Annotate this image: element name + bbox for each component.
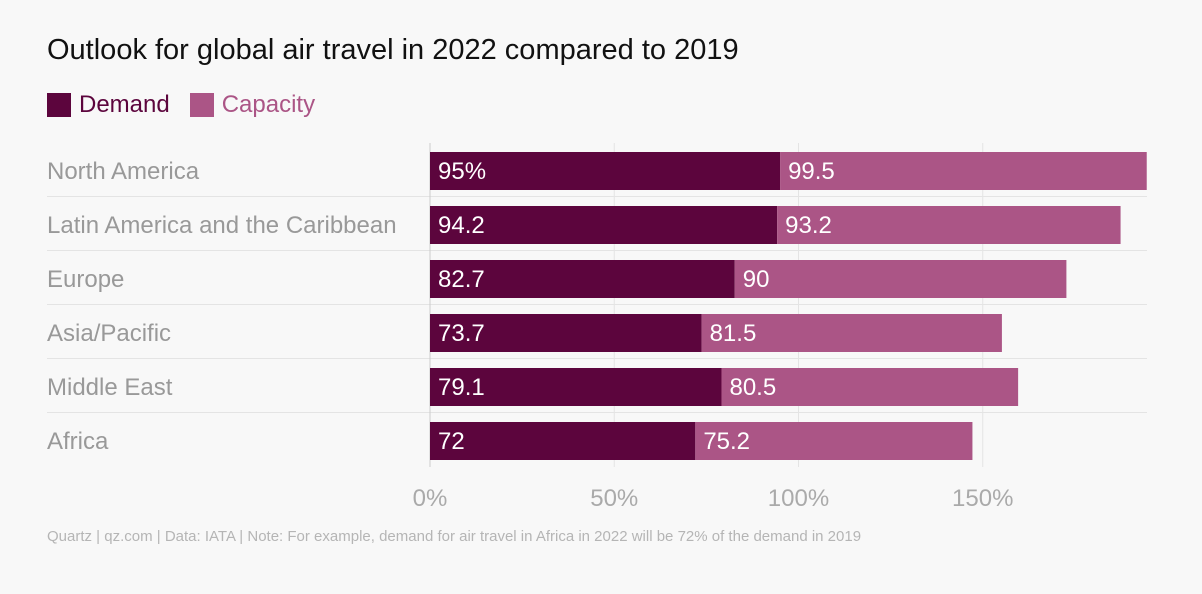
bar-label-capacity: 80.5 (729, 374, 776, 401)
bar-label-capacity: 99.5 (788, 158, 835, 185)
category-label: Asia/Pacific (47, 320, 171, 347)
category-label: North America (47, 158, 200, 185)
bar-label-capacity: 90 (743, 266, 770, 293)
bar-demand (430, 422, 696, 460)
category-label: Africa (47, 428, 109, 455)
bar-label-demand: 94.2 (438, 212, 485, 239)
category-label: Europe (47, 266, 124, 293)
bar-capacity (777, 206, 1121, 244)
legend-label-demand: Demand (79, 91, 170, 118)
bar-label-demand: 73.7 (438, 320, 485, 347)
category-label: Latin America and the Caribbean (47, 212, 397, 239)
legend-label-capacity: Capacity (221, 91, 316, 118)
bar-demand (430, 206, 778, 244)
x-tick-label: 150% (952, 485, 1013, 512)
bar-demand (430, 368, 722, 406)
bar-label-capacity: 81.5 (710, 320, 757, 347)
footer-note: Quartz | qz.com | Data: IATA | Note: For… (47, 528, 862, 545)
legend-swatch-demand (47, 93, 71, 117)
bar-demand (430, 314, 702, 352)
legend: Demand Capacity (47, 91, 335, 119)
chart-title: Outlook for global air travel in 2022 co… (47, 34, 739, 66)
category-label: Middle East (47, 374, 173, 401)
bar-capacity (734, 260, 1067, 298)
bar-label-demand: 79.1 (438, 374, 485, 401)
legend-swatch-capacity (189, 93, 214, 117)
x-tick-label: 50% (590, 485, 638, 512)
bar-demand (430, 152, 781, 190)
bar-demand (430, 260, 735, 298)
bar-capacity (780, 152, 1147, 190)
legend-item-demand: Demand (47, 91, 170, 119)
bar-label-demand: 95% (438, 158, 486, 185)
x-tick-label: 100% (768, 485, 829, 512)
legend-item-capacity: Capacity (189, 91, 316, 119)
bar-label-capacity: 75.2 (703, 428, 750, 455)
bar-capacity (695, 422, 973, 460)
bar-label-demand: 72 (438, 428, 465, 455)
x-tick-label: 0% (413, 485, 448, 512)
bar-label-capacity: 93.2 (785, 212, 832, 239)
bar-capacity (721, 368, 1019, 406)
bar-label-demand: 82.7 (438, 266, 485, 293)
bar-capacity (701, 314, 1002, 352)
